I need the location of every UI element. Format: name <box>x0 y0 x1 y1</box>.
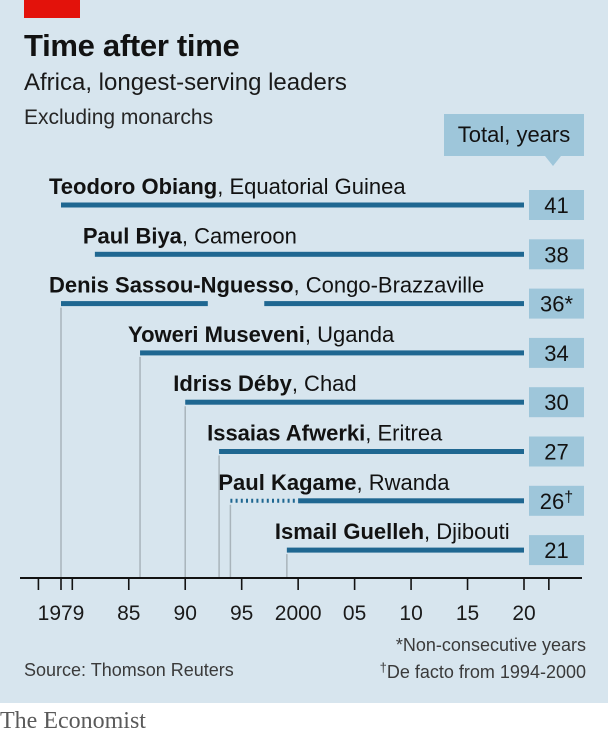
bar-segment <box>298 498 524 504</box>
x-tick-label: 95 <box>230 602 253 625</box>
leader-label: Paul Biya, Cameroon <box>83 223 297 248</box>
total-value: 30 <box>544 390 568 415</box>
leader-country: , Uganda <box>305 322 395 347</box>
bar-segment <box>61 202 524 208</box>
brand-red-tag <box>24 0 80 18</box>
total-value: 27 <box>544 440 568 465</box>
bar-segment <box>140 350 525 356</box>
total-box <box>529 387 584 418</box>
total-years-header: Total, years <box>444 114 584 166</box>
total-value: 38 <box>544 242 568 267</box>
bar-segment <box>286 547 524 553</box>
total-box <box>529 535 584 566</box>
total-value: 21 <box>544 538 568 563</box>
total-years-label: Total, years <box>457 122 571 147</box>
leader-name: Paul Kagame <box>218 470 356 495</box>
total-box <box>529 190 584 220</box>
leader-label: Idriss Déby, Chad <box>173 371 356 396</box>
leader-country: , Equatorial Guinea <box>217 174 406 199</box>
leader-name: Idriss Déby <box>173 371 292 396</box>
leader-name: Ismail Guelleh <box>275 519 424 544</box>
leader-country: , Djibouti <box>424 519 510 544</box>
total-box <box>529 337 584 368</box>
leader-label: Paul Kagame, Rwanda <box>218 470 450 495</box>
x-tick-label: 85 <box>117 602 140 625</box>
leader-label: Ismail Guelleh, Djibouti <box>275 519 510 544</box>
bar-segment <box>61 301 208 307</box>
leader-name: Denis Sassou-Nguesso <box>49 273 294 298</box>
bar-segment <box>94 251 524 257</box>
bar-segment <box>264 301 524 307</box>
leader-country: , Cameroon <box>182 223 297 248</box>
bar-segment <box>185 399 524 405</box>
x-tick-label: 10 <box>399 602 422 625</box>
total-value: 41 <box>544 193 568 218</box>
total-box <box>529 436 584 467</box>
x-tick-label: 05 <box>343 602 366 625</box>
leader-country: , Congo-Brazzaville <box>294 273 485 298</box>
total-value: 36* <box>540 292 573 317</box>
x-tick-label: 2000 <box>275 602 322 625</box>
x-tick-label: 20 <box>512 602 535 625</box>
chart-title: Time after time <box>24 28 240 63</box>
bar-segment <box>219 449 524 454</box>
leader-name: Teodoro Obiang <box>49 174 217 199</box>
total-box <box>529 485 584 516</box>
total-value: 34 <box>544 341 568 366</box>
footnote-defacto-marker: † <box>379 660 387 675</box>
leader-country: , Rwanda <box>357 470 451 495</box>
x-tick-label: 1979 <box>38 602 85 625</box>
source-note: Source: Thomson Reuters <box>24 660 234 680</box>
total-box <box>529 239 584 270</box>
x-tick-label: 90 <box>174 602 197 625</box>
footnote-defacto-text: De facto from 1994-2000 <box>386 662 586 682</box>
leader-country: , Eritrea <box>365 421 443 446</box>
leader-label: Yoweri Museveni, Uganda <box>128 322 395 347</box>
leader-name: Issaias Afwerki <box>207 421 365 446</box>
x-tick-label: 15 <box>456 602 479 625</box>
leader-name: Yoweri Museveni <box>128 322 305 347</box>
leader-name: Paul Biya <box>83 223 183 248</box>
footnote-defacto: †De facto from 1994-2000 <box>380 660 586 683</box>
leader-country: , Chad <box>292 371 357 396</box>
total-box <box>529 288 584 319</box>
chart-subtitle: Africa, longest-serving leaders <box>24 69 347 96</box>
footnote-nonconsecutive: *Non-consecutive years <box>395 635 586 655</box>
leader-label: Issaias Afwerki, Eritrea <box>207 421 443 446</box>
leaders-chart: 1979 85 90 95 2000 05 10 15 20 Teodoro Obiang, Eq… <box>20 174 584 625</box>
leader-label: Teodoro Obiang, Equatorial Guinea <box>49 174 406 199</box>
leader-label: Denis Sassou-Nguesso, Congo-Brazzaville <box>49 273 484 298</box>
total-marker: † <box>564 489 573 506</box>
brand-logo-text: The Economist <box>0 708 146 734</box>
chart-note: Excluding monarchs <box>24 106 214 129</box>
